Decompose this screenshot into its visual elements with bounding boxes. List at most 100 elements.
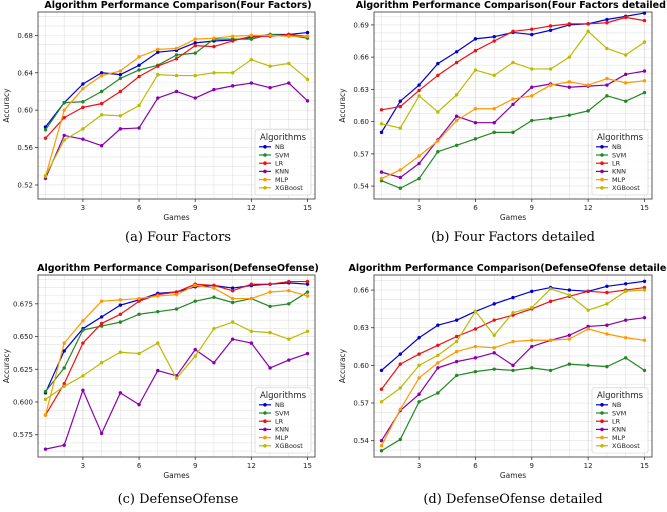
data-point xyxy=(605,302,609,306)
data-point xyxy=(212,326,216,331)
data-point xyxy=(287,61,291,66)
data-point xyxy=(567,362,572,366)
chart-title: Algorithm Performance Comparison(Defense… xyxy=(349,263,667,274)
data-point xyxy=(118,320,123,324)
data-point xyxy=(511,60,515,65)
y-axis-label: Accuracy xyxy=(338,88,347,123)
data-point xyxy=(454,334,459,339)
legend-swatch-marker xyxy=(600,419,604,424)
legend-entry-xgboost: XGBoost xyxy=(612,442,640,450)
data-point xyxy=(379,108,384,112)
data-point xyxy=(398,175,402,180)
legend-entry-nb: NB xyxy=(612,143,621,151)
data-point xyxy=(212,44,216,49)
data-point xyxy=(642,90,647,95)
series-xgboost xyxy=(43,57,310,178)
data-point xyxy=(530,289,534,294)
data-point xyxy=(62,341,66,345)
series-xgboost xyxy=(43,320,310,402)
data-point xyxy=(212,36,216,40)
data-point xyxy=(398,126,402,130)
data-point xyxy=(605,21,609,25)
data-point xyxy=(567,22,572,26)
data-point xyxy=(624,356,628,360)
panel-defenseofense: 3 6 9 12 15 0.575 0.600 0.625 0.650 0.675 Games Acc… xyxy=(2,263,319,507)
data-point xyxy=(586,109,590,113)
data-point xyxy=(230,39,235,43)
data-point xyxy=(417,336,421,340)
data-point xyxy=(268,304,272,309)
data-point xyxy=(230,71,235,75)
data-point xyxy=(174,307,179,311)
data-point xyxy=(99,89,104,94)
data-point xyxy=(567,55,572,59)
data-point xyxy=(137,55,141,59)
data-point xyxy=(624,289,628,294)
data-point xyxy=(62,115,66,120)
data-point xyxy=(624,81,628,85)
data-point xyxy=(156,72,160,77)
data-point xyxy=(99,144,104,148)
x-tick-label: 6 xyxy=(473,462,478,470)
plot-frame xyxy=(373,11,653,200)
data-point xyxy=(62,349,66,353)
data-point xyxy=(473,48,478,53)
legend-box xyxy=(591,129,649,196)
data-point xyxy=(642,40,647,44)
legend-swatch-marker xyxy=(600,435,604,440)
data-point xyxy=(511,130,515,135)
data-point xyxy=(548,338,553,342)
data-point xyxy=(287,34,291,39)
data-point xyxy=(586,22,590,26)
data-point xyxy=(137,68,141,72)
data-point xyxy=(530,27,534,31)
data-point xyxy=(305,30,310,35)
data-point xyxy=(379,122,384,126)
data-point xyxy=(305,329,310,334)
data-point xyxy=(305,34,310,39)
data-point xyxy=(605,46,609,51)
data-point xyxy=(230,286,235,290)
legend-swatch-marker xyxy=(263,427,267,432)
x-tick-label: 3 xyxy=(81,462,85,470)
data-point xyxy=(193,347,197,352)
data-point xyxy=(624,53,628,57)
data-point xyxy=(567,288,572,292)
data-point xyxy=(43,136,48,140)
data-point xyxy=(62,108,66,112)
data-point xyxy=(605,94,609,98)
x-axis-label: Games xyxy=(500,471,526,480)
data-point xyxy=(436,61,440,66)
data-point xyxy=(81,374,85,378)
data-point xyxy=(99,321,104,326)
data-point xyxy=(174,53,179,57)
data-point xyxy=(417,376,421,380)
data-point xyxy=(436,366,440,370)
data-point xyxy=(454,359,459,364)
data-point xyxy=(379,387,384,391)
data-point xyxy=(548,24,553,28)
data-point xyxy=(379,444,384,448)
data-point xyxy=(137,103,141,108)
legend-entry-lr: LR xyxy=(612,160,621,168)
legend-entry-xgboost: XGBoost xyxy=(275,442,303,450)
data-point xyxy=(454,118,459,123)
data-point xyxy=(624,15,628,20)
legend-swatch-marker xyxy=(263,403,267,407)
data-point xyxy=(473,120,478,125)
data-point xyxy=(193,299,197,303)
y-tick-label: 0.63 xyxy=(353,324,369,332)
x-tick-label: 12 xyxy=(584,204,593,212)
data-point xyxy=(624,336,628,340)
data-point xyxy=(287,81,291,85)
data-point xyxy=(398,352,402,356)
legend-swatch-marker xyxy=(600,411,604,415)
data-point xyxy=(605,76,609,81)
data-point xyxy=(268,282,272,286)
data-point xyxy=(156,294,160,298)
legend-entry-knn: KNN xyxy=(275,168,289,176)
panel-four-factors: 3 6 9 12 15 0.52 0.56 0.60 0.64 0.68 Games Accuracy… xyxy=(2,0,316,245)
x-tick-label: 15 xyxy=(303,204,312,212)
